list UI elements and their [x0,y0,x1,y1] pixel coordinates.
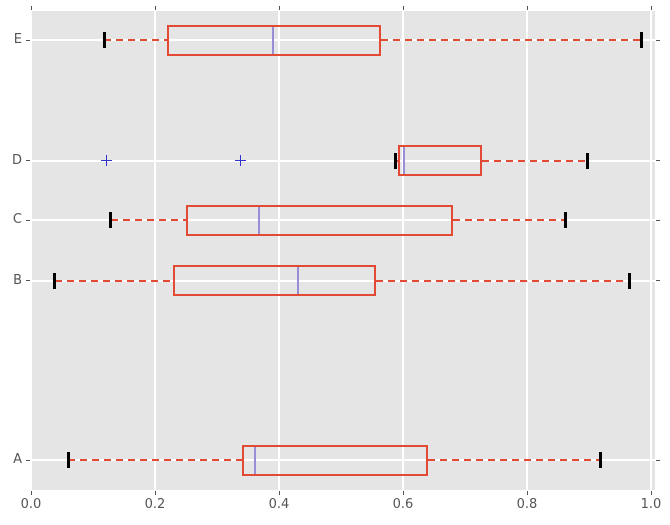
x-tick-top-0.4 [278,6,280,10]
y-tick-left-D [26,160,30,161]
y-tick-right-C [656,219,660,221]
cap-low-B [53,272,57,289]
flier-marker-D-1 [235,155,247,166]
flier-cross-v [239,155,242,166]
cap-high-E [639,32,643,48]
box-B [172,265,376,296]
gridline-y-B [31,279,655,282]
gridline-x-1.0 [650,11,652,490]
cap-high-A [598,452,602,468]
gridline-y-C [31,219,655,221]
x-tick-top-0.0 [30,6,32,10]
flier-marker-D-0 [101,155,113,166]
x-tick-bottom-0.6 [402,491,404,495]
gridline-y-E [31,39,655,41]
y-tick-label-B: B [13,272,22,288]
cap-low-C [109,212,113,228]
whisker-low-E [104,39,167,41]
gridline-x-0.6 [402,11,404,490]
y-tick-left-B [26,280,30,281]
gridline-y-D [31,159,655,162]
x-tick-label-0.8: 0.8 [516,497,538,512]
box-C [186,204,454,236]
cap-high-B [628,272,632,289]
x-tick-label-0.6: 0.6 [392,497,414,512]
gridline-x-0.8 [526,11,528,490]
median-line-B [297,267,300,294]
y-tick-right-E [656,39,660,41]
whisker-low-B [54,279,173,282]
cap-high-C [563,212,567,228]
cap-low-D [394,152,398,169]
whisker-high-A [428,459,601,461]
box-D [398,145,482,176]
x-tick-top-1.0 [650,6,652,10]
x-tick-bottom-0.8 [526,491,528,495]
y-tick-label-D: D [11,152,22,168]
x-tick-bottom-0.2 [154,491,156,495]
y-tick-label-A: A [13,452,22,467]
x-tick-label-1.0: 1.0 [640,497,662,512]
x-tick-top-0.8 [526,6,528,10]
x-tick-label-0.2: 0.2 [144,497,166,512]
y-tick-left-A [26,459,30,461]
y-tick-right-B [656,280,660,281]
y-tick-right-D [656,160,660,161]
x-tick-bottom-0.0 [30,491,32,495]
x-tick-bottom-1.0 [650,491,652,495]
x-tick-bottom-0.4 [278,491,280,495]
whisker-high-C [453,219,566,221]
box-A [241,444,429,476]
gridline-x-0.0 [31,11,32,490]
gridline-x-0.4 [278,11,280,490]
y-tick-right-A [656,459,660,461]
median-line-C [258,206,261,234]
y-tick-label-C: C [12,212,22,227]
whisker-high-E [380,39,642,41]
median-line-A [253,446,256,474]
cap-high-D [585,152,589,169]
whisker-low-A [68,459,242,461]
x-tick-top-0.6 [402,6,404,10]
box-E [166,24,381,56]
x-tick-top-0.2 [154,6,156,10]
whisker-low-C [110,219,186,221]
cap-low-E [102,32,106,48]
gridline-x-0.2 [154,11,156,490]
median-line-D [402,147,405,174]
x-tick-label-0.0: 0.0 [20,497,42,512]
gridline-y-A [31,459,655,461]
y-tick-label-E: E [13,32,22,47]
whisker-high-D [481,159,588,162]
whisker-high-B [375,279,630,282]
y-tick-left-E [26,39,30,41]
median-line-E [271,26,274,54]
plot-area [31,11,655,490]
x-tick-label-0.4: 0.4 [268,497,290,512]
y-tick-left-C [26,219,30,221]
cap-low-A [66,452,70,468]
flier-cross-v [105,155,108,166]
